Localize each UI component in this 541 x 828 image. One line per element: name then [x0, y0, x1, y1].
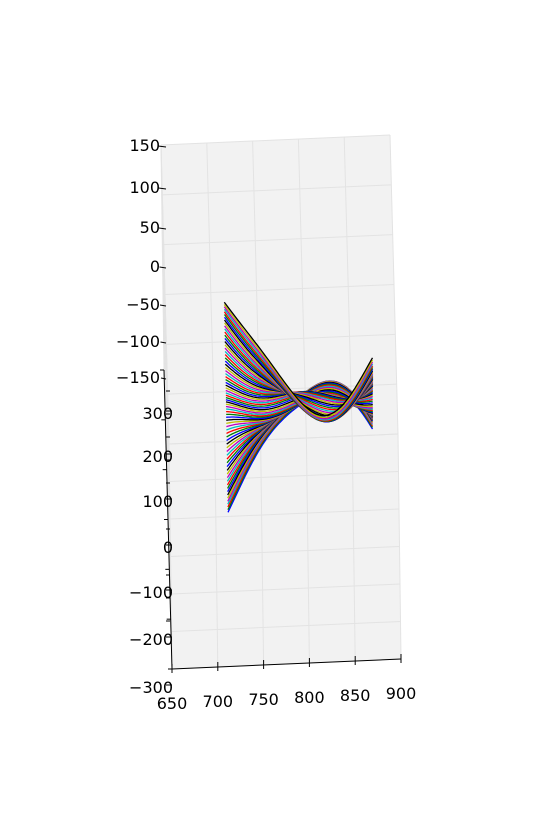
gridline — [161, 219, 171, 520]
z-tick-label: 50 — [140, 218, 160, 237]
z-tick-label: −50 — [126, 295, 160, 314]
x-tick-label: 800 — [294, 688, 325, 707]
gridline — [160, 144, 170, 445]
series-lines — [223, 301, 374, 513]
gridline — [170, 583, 401, 595]
y-tick-label: −300 — [129, 678, 173, 697]
z-tick-mark — [160, 341, 167, 344]
y-tick-label: 100 — [142, 492, 173, 511]
tick-labels: 650 700 750 800 850 900 −150 −100 −50 0 50 100 150 −3… — [116, 136, 416, 713]
z-tick-mark — [158, 187, 167, 190]
z-tick-label: 150 — [129, 136, 160, 155]
gridline — [162, 294, 172, 595]
gridline — [169, 508, 400, 520]
gridline — [163, 332, 172, 632]
x-tick-label: 900 — [386, 684, 417, 703]
x-tick-label: 750 — [248, 690, 279, 709]
z-tick-mark — [159, 304, 167, 307]
y-tick-label: −200 — [129, 630, 173, 649]
z-tick-label: 0 — [150, 257, 160, 276]
gridline — [166, 333, 396, 345]
z-tick-mark — [159, 266, 167, 269]
series-line-69 — [223, 304, 374, 418]
gridline — [168, 433, 399, 445]
x-tick-label: 650 — [157, 694, 188, 713]
gridline — [161, 182, 170, 482]
x-tick-label: 700 — [203, 692, 234, 711]
z-tick-mark — [160, 377, 167, 380]
y-tick-label: 200 — [142, 447, 173, 466]
x-axis-line — [171, 658, 402, 670]
z-tick-mark — [158, 227, 167, 230]
y-tick-label: −100 — [129, 583, 173, 602]
gridline — [160, 134, 391, 146]
series-line-68 — [223, 306, 374, 420]
z-tick-label: −150 — [116, 368, 160, 387]
gridline — [164, 284, 395, 295]
z-tick-label: 100 — [129, 178, 160, 197]
gridline — [170, 546, 400, 557]
gridlines — [160, 134, 402, 670]
y-tick-label: 300 — [142, 404, 173, 423]
z-tick-mark — [157, 145, 167, 148]
z-tick-label: −100 — [116, 332, 160, 351]
gridline — [162, 257, 171, 557]
x-tick-label: 850 — [340, 686, 371, 705]
gridline — [171, 621, 401, 632]
series-line-70 — [223, 301, 374, 417]
gridline — [162, 184, 392, 196]
gridline — [169, 471, 399, 482]
gridline — [163, 234, 393, 246]
y-tick-label: 0 — [163, 538, 173, 557]
tick-marks — [157, 145, 402, 686]
